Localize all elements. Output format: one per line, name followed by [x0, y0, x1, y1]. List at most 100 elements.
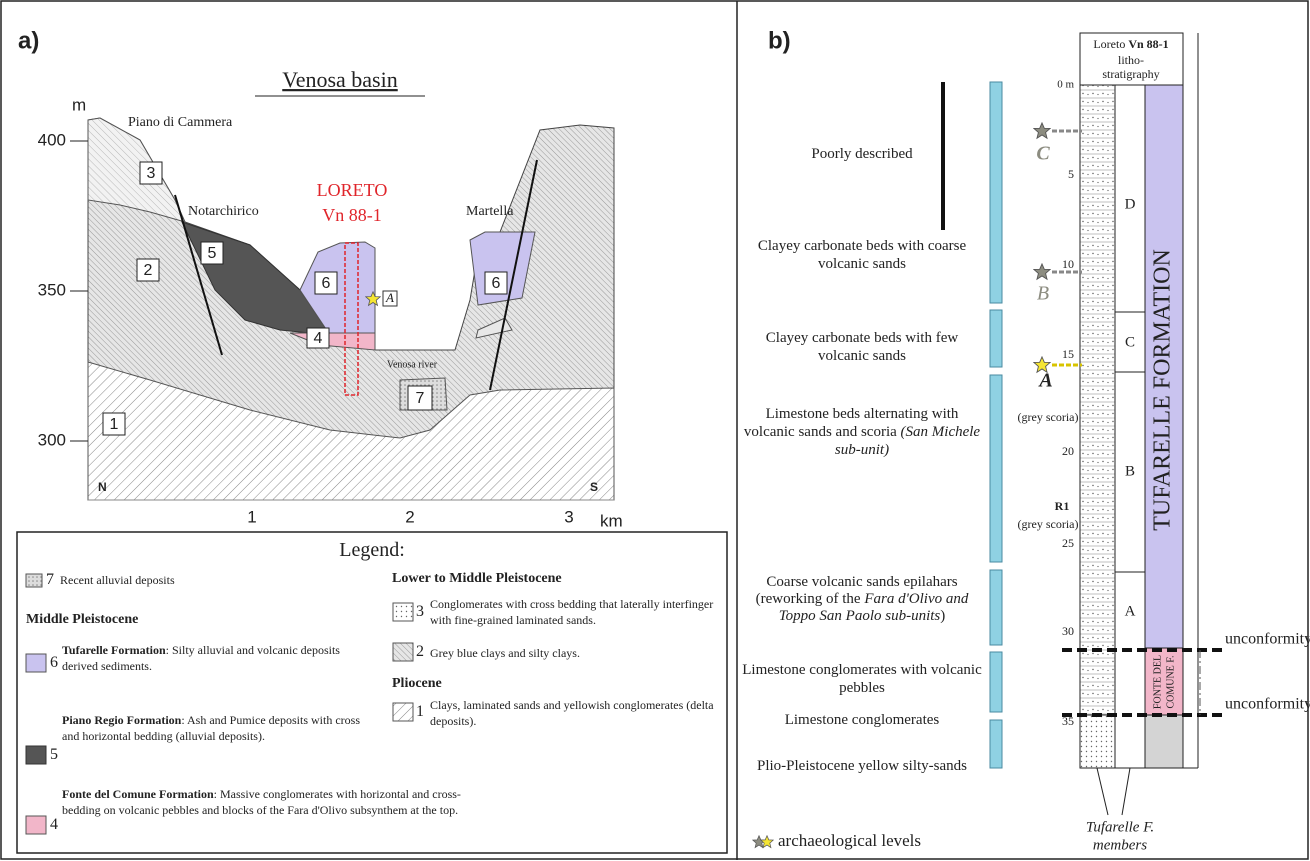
formation-label: TUFARELLE FORMATION [1150, 249, 1176, 531]
legend-unit: 3 [416, 604, 424, 620]
key-label: archaeological levels [778, 831, 921, 850]
legend-text: Recent alluvial deposits [60, 573, 175, 587]
legend-text: Conglomerates with cross bedding that la… [430, 596, 720, 628]
unit-label: 3 [147, 165, 156, 182]
x-tick-label: 2 [405, 507, 414, 526]
legend-title: Legend: [17, 538, 727, 562]
depth-label: 0 m [1057, 79, 1074, 91]
place-label: Martella [466, 204, 514, 219]
legend-unit: 7 [46, 571, 54, 588]
legend-swatch [393, 603, 413, 621]
member-label: B [1125, 463, 1135, 479]
legend-heading: Pliocene [392, 676, 722, 692]
borehole-label: Vn 88-1 [322, 205, 382, 225]
legend-swatch [26, 574, 42, 587]
column-header: Loreto Vn 88-1 [1093, 37, 1168, 51]
place-label: Notarchirico [188, 204, 259, 219]
orientation: S [590, 480, 598, 494]
unconformity-label: unconformity [1225, 631, 1310, 648]
description: Limestone conglomerates with volcanic pe… [742, 661, 982, 697]
y-tick-label: 300 [38, 430, 66, 449]
unit-label: 6 [492, 275, 501, 292]
figure: a) Venosa basin m 400 350 300 1 2 3 km P… [0, 0, 1310, 861]
y-axis-unit: m [72, 95, 86, 114]
orientation: N [98, 480, 107, 494]
leader-line [1097, 768, 1108, 815]
legend-swatch [26, 746, 46, 764]
x-axis-unit: km [600, 511, 623, 530]
unit-label: 7 [416, 390, 425, 407]
footer: members [1093, 837, 1147, 853]
borehole-label: LORETO [317, 180, 388, 200]
formation-label: FONTE DEL [1152, 655, 1163, 709]
legend-unit: 1 [416, 704, 424, 720]
legend-unit: 5 [50, 747, 58, 763]
column-header-sub: litho-stratigraphy [1090, 53, 1172, 81]
depth-label: 10 [1062, 257, 1074, 271]
blue-bars [990, 82, 1002, 768]
star-icon [1034, 123, 1050, 138]
legend-name: Piano Regio Formation [62, 713, 181, 727]
depth-label: 30 [1062, 624, 1074, 638]
basal-column [1145, 715, 1183, 768]
legend-unit: 6 [50, 655, 58, 671]
unit-label: 4 [314, 330, 323, 347]
description: Clayey carbonate beds with few volcanic … [742, 329, 982, 365]
cross-section [88, 118, 614, 500]
description: Clayey carbonate beds with coarse volcan… [742, 237, 982, 273]
description-text: ) [940, 608, 945, 624]
legend-heading: Lower to Middle Pleistocene [392, 571, 722, 587]
legend-unit: 2 [416, 644, 424, 660]
footer: Tufarelle F. [1086, 819, 1154, 835]
depth-label: 25 [1062, 536, 1074, 550]
legend-text: Clays, laminated sands and yellowish con… [430, 697, 720, 729]
leader-line [1122, 768, 1130, 815]
depth-scale: 0 m 5 10 15 20 25 30 35 [1057, 79, 1074, 728]
description: Poorly described [742, 145, 982, 163]
y-tick-label: 350 [38, 280, 66, 299]
panel-label: b) [768, 27, 791, 54]
header-part: Vn 88-1 [1128, 37, 1168, 51]
legend-name: Fonte del Comune Formation [62, 787, 214, 801]
lithology-column [1080, 85, 1115, 715]
depth-label: 15 [1062, 347, 1074, 361]
legend-swatch [393, 643, 413, 661]
legend-item: Fonte del Comune Formation: Massive cong… [62, 786, 462, 818]
member-label: C [1125, 334, 1135, 350]
legend-item: 7 Recent alluvial deposits [46, 572, 376, 588]
fonte-column [1145, 648, 1183, 715]
header-wrap: litho-stratigraphy [1090, 53, 1172, 85]
description: Limestone conglomerates [742, 711, 982, 729]
legend-item: Piano Regio Formation: Ash and Pumice de… [62, 712, 362, 744]
depth-label: 20 [1062, 444, 1074, 458]
legend-text: Grey blue clays and silty clays. [430, 645, 720, 661]
level-label: A [385, 290, 394, 305]
star-label: B [1037, 283, 1049, 305]
header-part: Loreto [1093, 37, 1125, 51]
unit-label: 5 [208, 245, 217, 262]
member-label: D [1125, 196, 1136, 212]
description: Plio-Pleistocene yellow silty-sands [742, 757, 982, 775]
note: R1 [1055, 499, 1070, 513]
unit-label: 2 [144, 262, 153, 279]
depth-label: 5 [1068, 167, 1074, 181]
note: (grey scoria) [1018, 517, 1079, 531]
legend-swatch [393, 703, 413, 721]
panel-label: a) [18, 27, 39, 54]
member-column [1115, 85, 1145, 768]
star-label: A [1037, 370, 1052, 392]
description: Coarse volcanic sands epilahars (reworki… [742, 574, 982, 625]
x-tick-label: 1 [247, 507, 256, 526]
x-tick-label: 3 [564, 507, 573, 526]
river-label: Venosa river [387, 359, 438, 370]
legend-heading: Middle Pleistocene [26, 612, 356, 628]
legend-name: Tufarelle Formation [62, 643, 166, 657]
star-icon [1034, 264, 1050, 279]
formation-label: COMUNE F. [1165, 655, 1176, 708]
legend-swatch [26, 654, 46, 672]
y-tick-label: 400 [38, 130, 66, 149]
description: Limestone beds alternating with volcanic… [742, 405, 982, 459]
unconformity-label: unconformity [1225, 696, 1310, 713]
section-title: Venosa basin [282, 67, 397, 92]
unit-label: 1 [110, 416, 119, 433]
